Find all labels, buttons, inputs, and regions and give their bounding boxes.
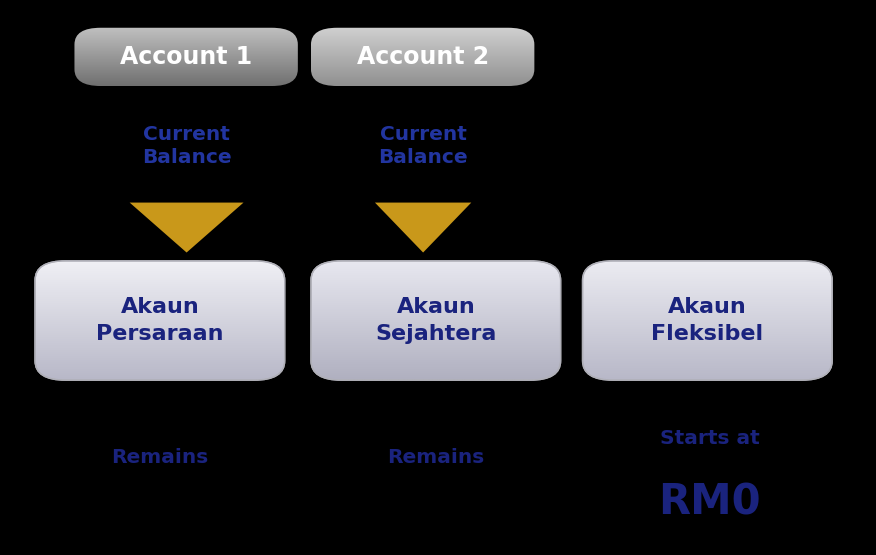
Text: Current
Balance: Current Balance: [142, 125, 231, 168]
Text: Account 1: Account 1: [120, 45, 252, 69]
Text: Starts at: Starts at: [660, 429, 759, 448]
Polygon shape: [130, 203, 244, 253]
Text: Akaun
Persaraan: Akaun Persaraan: [96, 297, 223, 344]
Text: Remains: Remains: [110, 448, 208, 467]
Text: RM0: RM0: [658, 481, 761, 523]
Text: Akaun
Fleksibel: Akaun Fleksibel: [652, 297, 763, 344]
Text: Remains: Remains: [386, 448, 484, 467]
Text: Current
Balance: Current Balance: [378, 125, 468, 168]
Polygon shape: [375, 203, 471, 253]
Text: Account 2: Account 2: [357, 45, 489, 69]
Text: Akaun
Sejahtera: Akaun Sejahtera: [375, 297, 497, 344]
